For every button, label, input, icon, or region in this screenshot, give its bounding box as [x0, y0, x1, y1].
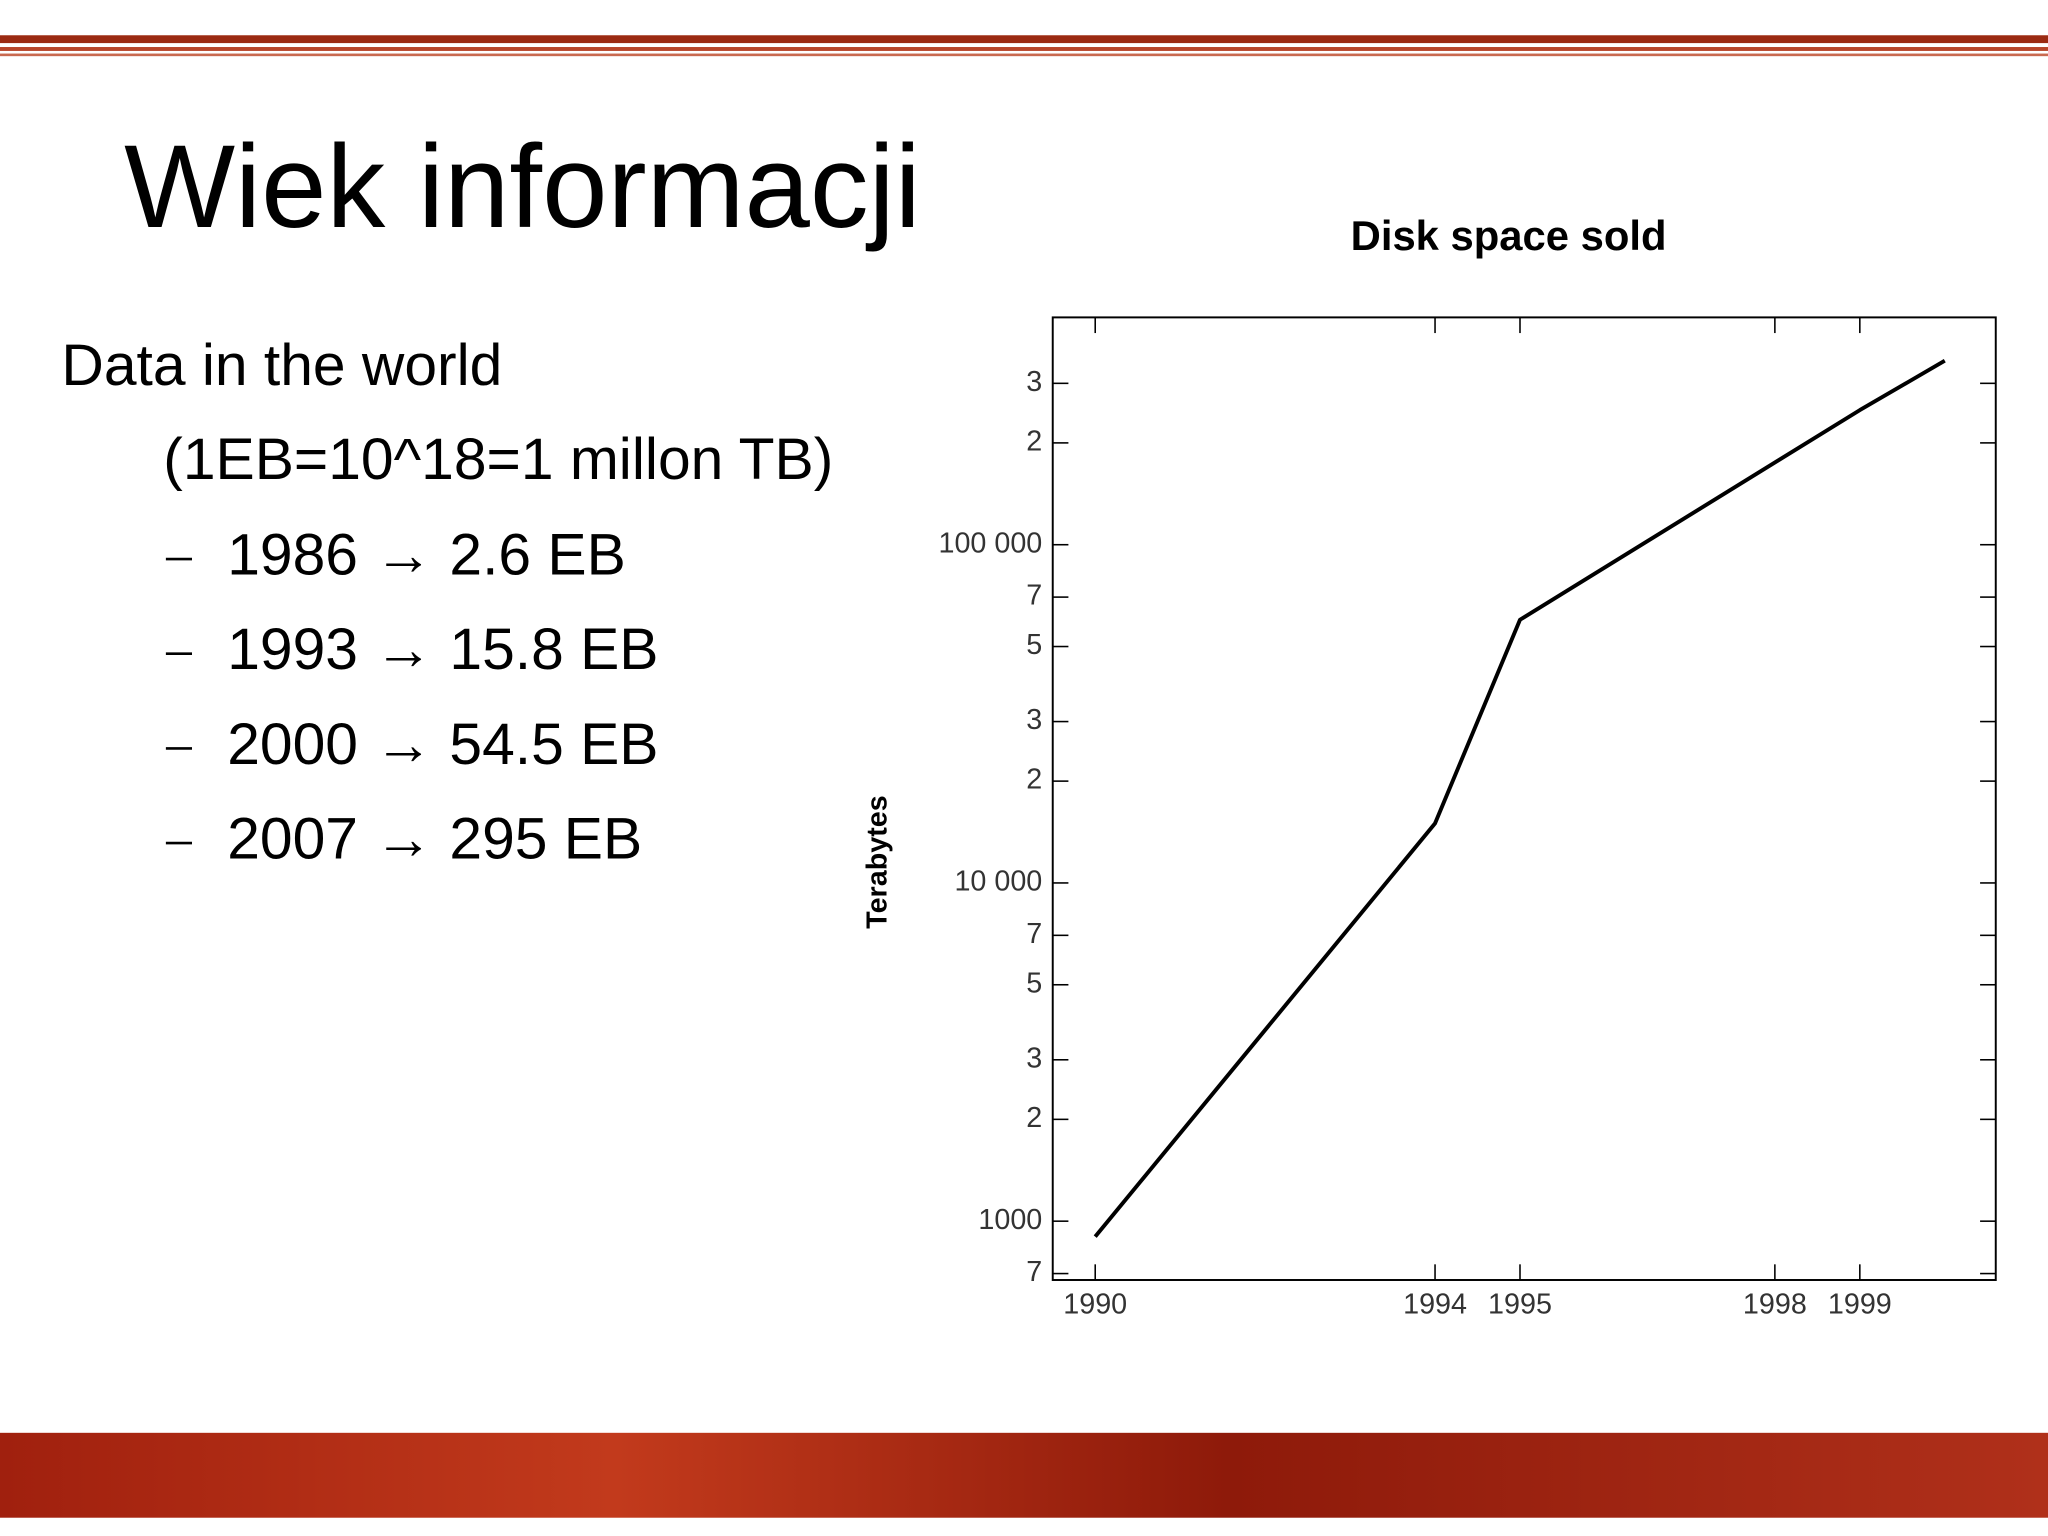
y-tick-label: 2	[1026, 425, 1042, 457]
y-axis-label: Terabytes	[862, 795, 894, 929]
y-tick-label: 100 000	[938, 527, 1042, 559]
plot-frame	[1051, 316, 1997, 1281]
y-tick-label: 10 000	[954, 866, 1042, 898]
x-tick-label: 1998	[1743, 1289, 1807, 1321]
y-tick-label: 5	[1026, 629, 1042, 661]
y-tick-label: 7	[1026, 1256, 1042, 1288]
y-tick-label: 5	[1026, 967, 1042, 999]
y-tick-label: 3	[1026, 704, 1042, 736]
data-line	[1093, 358, 1946, 1238]
y-tick-label: 7	[1026, 580, 1042, 612]
bullet: 2007 → 295 EB	[227, 807, 642, 872]
bottom-band	[0, 1432, 2048, 1518]
bullet: 1993 → 15.8 EB	[227, 617, 658, 682]
y-tick-label: 7	[1026, 918, 1042, 950]
chart-title: Disk space sold	[1351, 212, 1667, 259]
top-stripe	[0, 35, 2048, 44]
y-tick-label: 3	[1026, 1042, 1042, 1074]
heading: Data in the world	[61, 333, 502, 398]
bullet: 1986 → 2.6 EB	[227, 523, 626, 588]
x-tick-label: 1999	[1828, 1289, 1892, 1321]
top-stripe	[0, 53, 2048, 57]
y-tick-label: 3	[1026, 366, 1042, 398]
slide-title: Wiek informacji	[124, 121, 921, 252]
note: (1EB=10^18=1 millon TB)	[163, 427, 833, 492]
y-tick-label: 2	[1026, 764, 1042, 796]
y-tick-label: 2	[1026, 1102, 1042, 1134]
x-tick-label: 1990	[1063, 1289, 1127, 1321]
x-tick-label: 1995	[1488, 1289, 1552, 1321]
top-stripe	[0, 47, 2048, 51]
y-tick-label: 1000	[978, 1204, 1042, 1236]
bullet: 2000 → 54.5 EB	[227, 712, 658, 777]
x-tick-label: 1994	[1403, 1289, 1467, 1321]
